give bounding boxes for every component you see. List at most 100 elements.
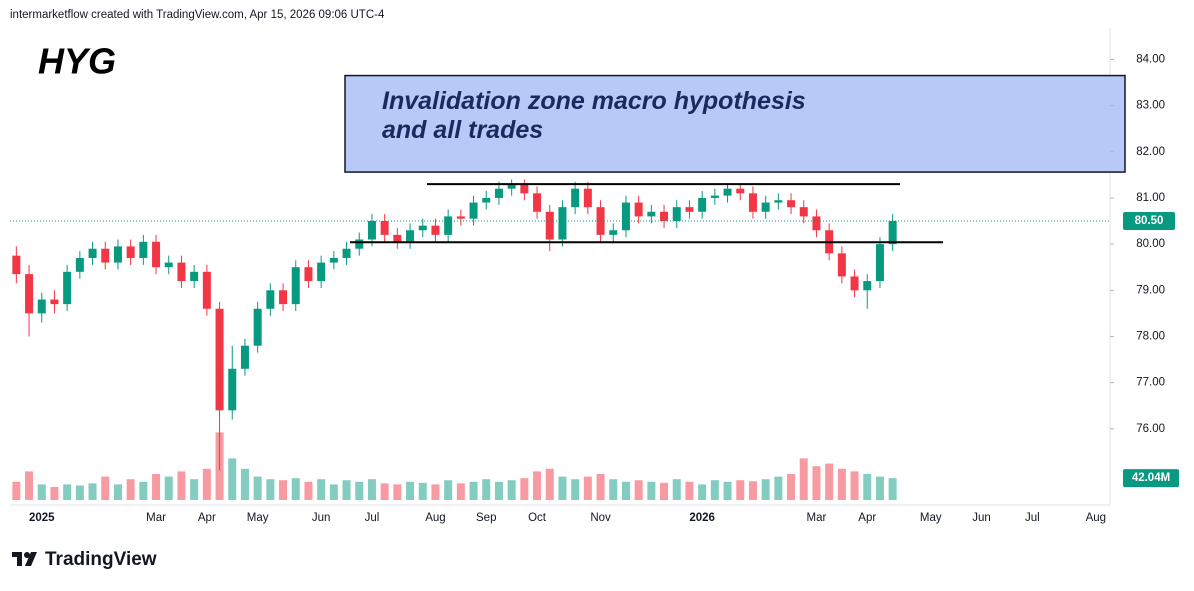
- volume-bar: [660, 482, 669, 500]
- volume-bar: [126, 479, 135, 500]
- candle-body: [431, 225, 440, 235]
- y-tick-label: 76.00: [1136, 423, 1165, 435]
- volume-bar: [25, 471, 34, 500]
- candle-body: [710, 195, 719, 198]
- candle-body: [507, 184, 516, 189]
- x-tick-label: Jun: [972, 512, 991, 524]
- candle-body: [317, 262, 326, 282]
- candle-body: [698, 197, 707, 212]
- candle-body: [736, 188, 745, 194]
- candle-body: [126, 246, 135, 258]
- candle-body: [520, 184, 529, 194]
- volume-bar: [37, 484, 46, 500]
- candle-body: [177, 262, 186, 282]
- volume-bar: [329, 484, 338, 500]
- candle-body: [583, 188, 592, 208]
- y-tick-label: 77.00: [1136, 377, 1165, 389]
- candle-body: [88, 248, 97, 258]
- y-tick-label: 78.00: [1136, 330, 1165, 342]
- candle-body: [279, 290, 288, 305]
- volume-bar: [240, 468, 249, 500]
- x-tick-label: Sep: [476, 512, 496, 524]
- volume-bar: [685, 481, 694, 500]
- candle-body: [266, 290, 275, 309]
- volume-bar: [875, 476, 884, 500]
- x-tick-label: Apr: [198, 512, 216, 524]
- x-tick-label: Apr: [858, 512, 876, 524]
- x-tick-label: Oct: [528, 512, 547, 524]
- symbol: HYG: [38, 41, 116, 82]
- invalidation-zone: [344, 74, 1126, 173]
- candle-body: [837, 253, 846, 277]
- x-tick-label: Jul: [365, 512, 380, 524]
- candle-body: [799, 207, 808, 217]
- candle-body: [228, 368, 237, 411]
- x-tick-label: May: [247, 512, 269, 524]
- candle-body: [660, 211, 669, 222]
- candle-body: [304, 267, 313, 282]
- volume-bar: [571, 479, 580, 500]
- candle-body: [469, 202, 478, 219]
- volume-bar: [533, 471, 542, 500]
- candle-body: [456, 216, 465, 219]
- volume-bar: [850, 471, 859, 500]
- candle-body: [329, 257, 338, 263]
- candle-body: [139, 241, 148, 258]
- volume-bar: [545, 468, 554, 500]
- volume-bar: [202, 468, 211, 500]
- candle-body: [342, 248, 351, 258]
- x-tick-label: Jul: [1025, 512, 1040, 524]
- volume-bar: [723, 481, 732, 500]
- volume-bar: [393, 484, 402, 500]
- header: intermarketflow created with TradingView…: [10, 9, 385, 21]
- candle-body: [380, 221, 389, 235]
- volume-bar: [113, 484, 122, 500]
- x-tick-label: 2026: [689, 512, 715, 524]
- candle-body: [253, 308, 262, 346]
- candle-body: [888, 221, 897, 245]
- candle-body: [723, 188, 732, 196]
- volume-bar: [799, 458, 808, 500]
- candle-body: [545, 211, 554, 240]
- y-tick-label: 81.00: [1136, 192, 1165, 204]
- x-tick-label: 2025: [29, 512, 55, 524]
- volume-bar: [609, 479, 618, 500]
- candle-body: [558, 207, 567, 240]
- candle-body: [406, 230, 415, 242]
- last-volume-box: [1123, 469, 1179, 488]
- volume-bar: [380, 483, 389, 500]
- candle-body: [875, 244, 884, 282]
- volume-bar: [507, 480, 516, 500]
- candle-body: [533, 193, 542, 212]
- volume-bar: [596, 474, 605, 500]
- candle-body: [634, 202, 643, 217]
- y-tick-label: 84.00: [1136, 53, 1165, 65]
- volume-bar: [583, 476, 592, 500]
- volume-bar: [164, 476, 173, 500]
- candle-body: [685, 207, 694, 212]
- candle-body: [647, 211, 656, 217]
- candle-body: [164, 262, 173, 268]
- x-tick-label: Nov: [590, 512, 611, 524]
- x-tick-label: Aug: [1086, 512, 1106, 524]
- candle-body: [609, 230, 618, 235]
- volume-bar: [761, 479, 770, 500]
- volume-bar: [482, 479, 491, 500]
- last-price-box: [1123, 212, 1175, 231]
- volume-bar: [672, 479, 681, 500]
- candle-body: [774, 200, 783, 203]
- y-tick-label: 79.00: [1136, 284, 1165, 296]
- x-tick-label: May: [920, 512, 942, 524]
- volume-bar: [406, 481, 415, 500]
- volume-bar: [634, 480, 643, 500]
- volume-bar: [710, 480, 719, 500]
- candle-body: [444, 216, 453, 235]
- volume-bar: [317, 479, 326, 500]
- volume-bar: [75, 485, 84, 500]
- candle-body: [75, 257, 84, 272]
- x-tick-label: Mar: [807, 512, 827, 524]
- y-tick-label: 80.00: [1136, 238, 1165, 250]
- candle-body: [418, 225, 427, 231]
- volume-bar: [494, 481, 503, 500]
- zone-text: Invalidation zone macro hypothesis: [382, 87, 806, 115]
